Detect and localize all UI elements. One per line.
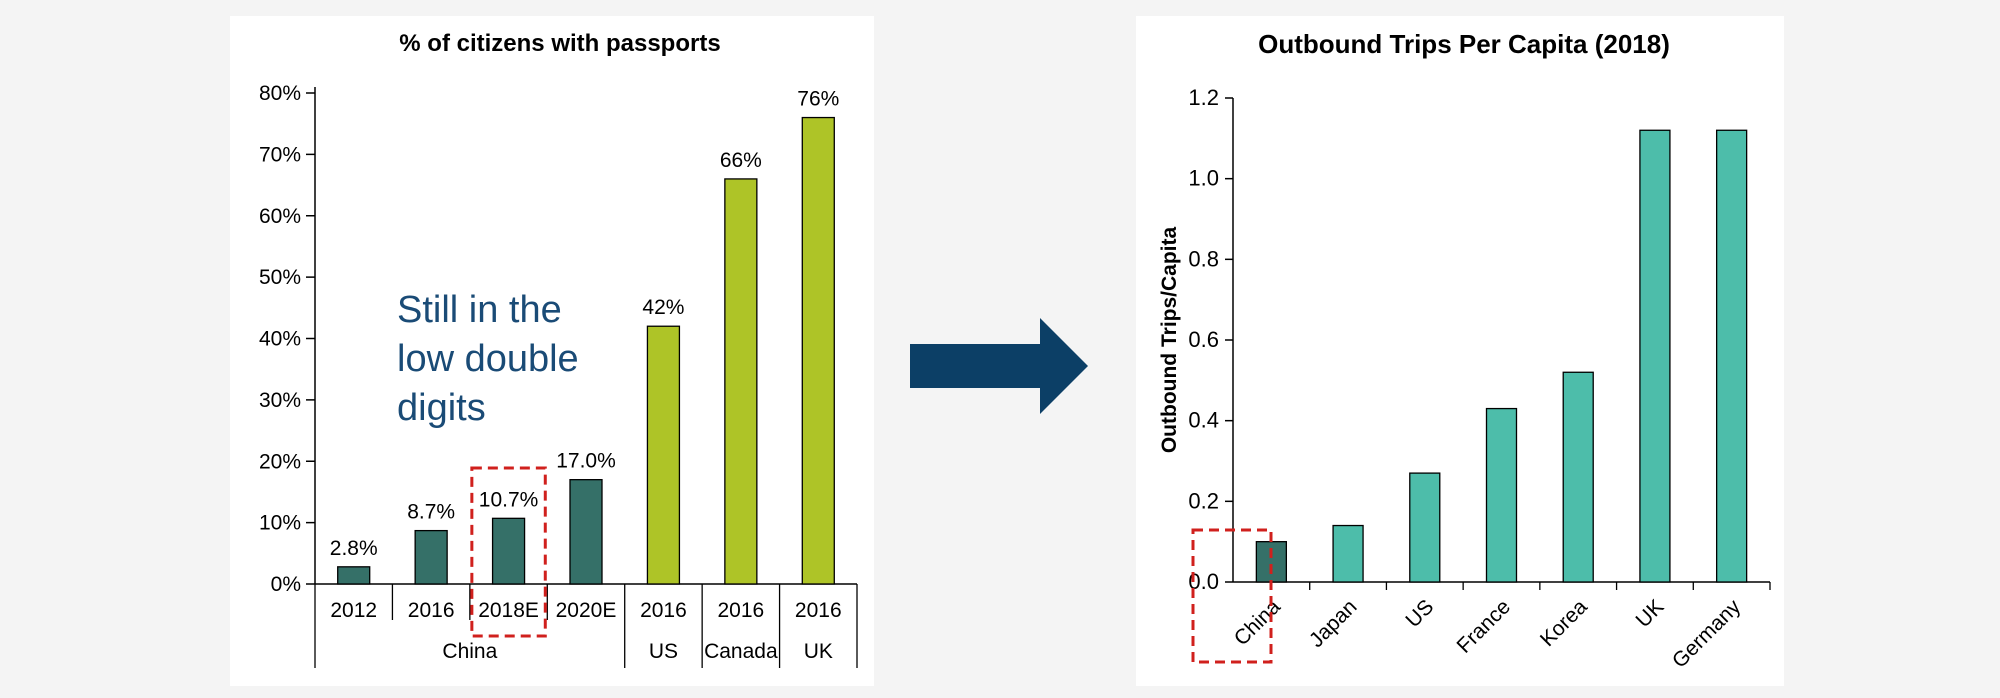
x-tick-label: 2016: [640, 599, 687, 622]
group-label: China: [442, 640, 497, 663]
y-tick-label: 50%: [259, 266, 301, 289]
data-label: 76%: [797, 88, 839, 111]
bar: [491, 517, 526, 585]
y-tick-label: 0.2: [1188, 488, 1219, 513]
outbound-trips-chart-panel: Outbound Trips Per Capita (2018) Outbound…: [1136, 16, 1784, 686]
y-tick-label: 40%: [259, 328, 301, 351]
x-tick-label: 2016: [717, 599, 764, 622]
x-tick-label: Japan: [1305, 595, 1362, 652]
bar: [1485, 407, 1518, 583]
y-tick-label: 0.8: [1188, 246, 1219, 271]
bar: [1715, 129, 1748, 583]
data-label: 66%: [720, 149, 762, 172]
x-tick-label: 2016: [795, 599, 842, 622]
x-tick-label: 2018E: [478, 599, 539, 622]
y-tick-label: 60%: [259, 205, 301, 228]
bar: [569, 479, 603, 585]
x-tick-label: US: [1401, 595, 1438, 632]
callout-text: Still in the: [397, 289, 562, 331]
y-tick-label: 1.0: [1188, 166, 1219, 191]
x-tick-label: 2020E: [556, 599, 617, 622]
y-axis-title: Outbound Trips/Capita: [1158, 227, 1181, 454]
bar: [414, 529, 448, 585]
y-tick-label: 10%: [259, 512, 301, 535]
data-label: 42%: [642, 296, 684, 319]
bar: [1255, 541, 1288, 583]
x-tick-label: Germany: [1668, 595, 1746, 673]
x-tick-label: UK: [1632, 595, 1669, 632]
y-tick-label: 20%: [259, 450, 301, 473]
bar: [801, 116, 835, 585]
highlight-box: [470, 466, 547, 638]
bar: [646, 325, 681, 585]
x-tick-label: 2016: [408, 599, 455, 622]
bar: [1409, 472, 1441, 583]
chart-title: Outbound Trips Per Capita (2018): [1258, 29, 1670, 59]
bar: [1562, 371, 1594, 583]
passport-chart: % of citizens with passports 0% 10% 20% 30% 4…: [259, 30, 858, 668]
callout-text: low double: [397, 338, 579, 380]
y-tick-label: 70%: [259, 143, 301, 166]
outbound-trips-chart: Outbound Trips Per Capita (2018) Outbound…: [1158, 29, 1771, 673]
x-tick-label: Korea: [1536, 595, 1592, 651]
data-label: 8.7%: [407, 501, 455, 524]
callout-text: digits: [397, 387, 486, 429]
bar: [1332, 524, 1364, 583]
y-tick-label: 80%: [259, 82, 301, 105]
y-tick-label: 1.2: [1188, 85, 1219, 110]
x-tick-label: France: [1453, 595, 1515, 657]
y-tick-label: 30%: [259, 389, 301, 412]
x-tick-label: 2012: [330, 599, 377, 622]
group-label: UK: [804, 640, 833, 663]
bar: [724, 178, 758, 585]
passport-chart-panel: % of citizens with passports 0% 10% 20% 30% 4…: [230, 16, 874, 686]
data-label: 17.0%: [556, 450, 616, 473]
chart-title: % of citizens with passports: [399, 30, 720, 57]
group-label: US: [649, 640, 678, 663]
highlight-box: [1191, 528, 1273, 664]
right-arrow-icon: [910, 318, 1088, 414]
bar: [337, 566, 371, 585]
right-arrow-shape: [910, 318, 1088, 414]
y-tick-label: 0.6: [1188, 327, 1219, 352]
bar: [1639, 129, 1671, 583]
data-label: 2.8%: [330, 537, 378, 560]
data-label: 10.7%: [479, 488, 539, 511]
y-tick-label: 0.4: [1188, 408, 1219, 433]
x-tick-label: China: [1230, 595, 1285, 650]
group-label: Canada: [704, 640, 778, 663]
y-tick-label: 0%: [271, 573, 301, 596]
